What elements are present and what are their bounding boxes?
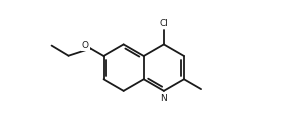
Text: Cl: Cl <box>159 19 168 28</box>
Text: O: O <box>82 41 89 50</box>
Text: N: N <box>160 94 167 103</box>
